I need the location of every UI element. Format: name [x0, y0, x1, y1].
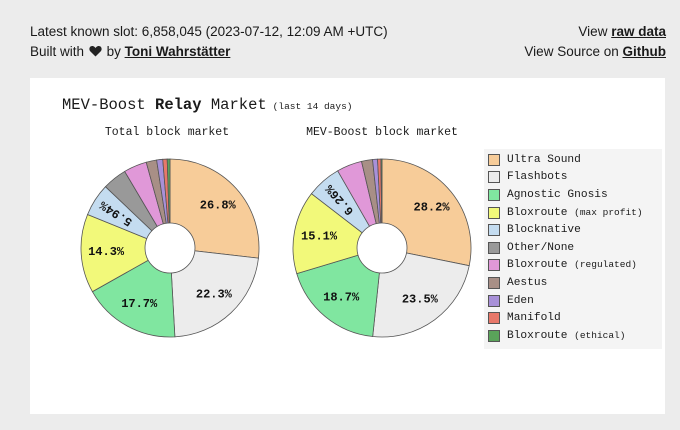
- pie-slice-bloxroute-max-profit: [80, 213, 171, 293]
- legend-swatch: [488, 224, 500, 237]
- legend-item-ultra-sound: Ultra Sound: [484, 151, 662, 169]
- legend-label: Other/None: [507, 241, 575, 254]
- view-text: View: [578, 24, 608, 39]
- legend-swatch: [488, 276, 500, 289]
- legend-label: Eden: [507, 294, 534, 307]
- pie-slice-flashbots: [372, 247, 470, 338]
- legend-item-aestus: Aestus: [484, 274, 662, 292]
- legend-swatch: [488, 153, 500, 166]
- legend-item-agnostic-gnosis: Agnostic Gnosis: [484, 186, 662, 204]
- chart-title-bold: Relay: [155, 96, 202, 114]
- legend-label: Agnostic Gnosis: [507, 188, 608, 201]
- legend-item-bloxroute-regulated: Bloxroute (regulated): [484, 257, 662, 275]
- built-with-line: Built with by Toni Wahrstätter: [30, 44, 230, 60]
- pie-slice-agnostic-gnosis: [296, 247, 383, 337]
- pie-slice-flashbots: [169, 247, 259, 338]
- legend-swatch: [488, 259, 500, 272]
- pie-chart-mevboost: 28.2%23.5%18.7%15.1%6.26%: [292, 158, 472, 338]
- legend-swatch: [488, 329, 500, 342]
- built-with-text: Built with: [30, 44, 85, 59]
- chart-legend: Ultra Sound Flashbots Agnostic Gnosis Bloxr…: [484, 149, 662, 349]
- view-source-text: View Source on: [524, 44, 619, 59]
- pie-title-mevboost: MEV-Boost block market: [306, 126, 458, 139]
- legend-item-other-none: Other/None: [484, 239, 662, 257]
- pie-center-hole: [144, 222, 196, 274]
- view-raw-data-line: View raw data: [578, 24, 666, 39]
- chart-title: MEV-Boost Relay Market (last 14 days): [62, 96, 353, 114]
- legend-item-flashbots: Flashbots: [484, 169, 662, 187]
- legend-item-bloxroute-max-profit: Bloxroute (max profit): [484, 204, 662, 222]
- pie-slice-ultra-sound: [169, 158, 260, 259]
- pie-label-agnostic-gnosis: 17.7%: [121, 297, 158, 311]
- pie-center-hole: [356, 222, 408, 274]
- legend-item-bloxroute-ethical: Bloxroute (ethical): [484, 327, 662, 345]
- heart-icon: [89, 45, 102, 60]
- pie-chart-total: 26.8%22.3%17.7%14.3%5.94%: [80, 158, 260, 338]
- pie-label-agnostic-gnosis: 18.7%: [323, 290, 360, 304]
- legend-swatch: [488, 188, 500, 201]
- legend-swatch: [488, 312, 500, 325]
- legend-swatch: [488, 241, 500, 254]
- pie-title-total: Total block market: [104, 126, 230, 139]
- legend-label: Bloxroute (max profit): [507, 206, 643, 219]
- legend-label: Blocknative: [507, 224, 581, 237]
- legend-item-manifold: Manifold: [484, 309, 662, 327]
- legend-label: Bloxroute (regulated): [507, 259, 637, 272]
- legend-label: Aestus: [507, 276, 548, 289]
- pie-label-flashbots: 23.5%: [402, 293, 439, 307]
- pie-label-ultra-sound: 28.2%: [414, 200, 451, 214]
- pie-label-bloxroute-max-profit: 15.1%: [301, 229, 338, 243]
- legend-label: Ultra Sound: [507, 153, 581, 166]
- legend-label: Bloxroute (ethical): [507, 329, 626, 342]
- view-source-line: View Source on Github: [524, 44, 666, 59]
- chart-title-suffix: Market: [210, 96, 267, 114]
- raw-data-link[interactable]: raw data: [611, 24, 666, 39]
- legend-item-blocknative: Blocknative: [484, 221, 662, 239]
- legend-swatch: [488, 171, 500, 184]
- by-text: by: [106, 44, 121, 59]
- pie-slice-agnostic-gnosis: [91, 247, 176, 338]
- author-link[interactable]: Toni Wahrstätter: [124, 44, 231, 59]
- pie-label-flashbots: 22.3%: [196, 288, 233, 302]
- legend-item-eden: Eden: [484, 292, 662, 310]
- legend-label: Flashbots: [507, 171, 568, 184]
- chart-title-prefix: MEV-Boost: [62, 96, 146, 114]
- legend-label: Manifold: [507, 312, 561, 325]
- latest-slot-text: Latest known slot: 6,858,045 (2023-07-12…: [30, 24, 388, 39]
- github-link[interactable]: Github: [622, 44, 667, 59]
- pie-label-bloxroute-max-profit: 14.3%: [88, 245, 125, 259]
- legend-swatch: [488, 206, 500, 219]
- pie-label-ultra-sound: 26.8%: [200, 198, 237, 212]
- chart-card: MEV-Boost Relay Market (last 14 days) Tot…: [30, 78, 665, 414]
- legend-swatch: [488, 294, 500, 307]
- chart-subtitle: (last 14 days): [272, 101, 353, 112]
